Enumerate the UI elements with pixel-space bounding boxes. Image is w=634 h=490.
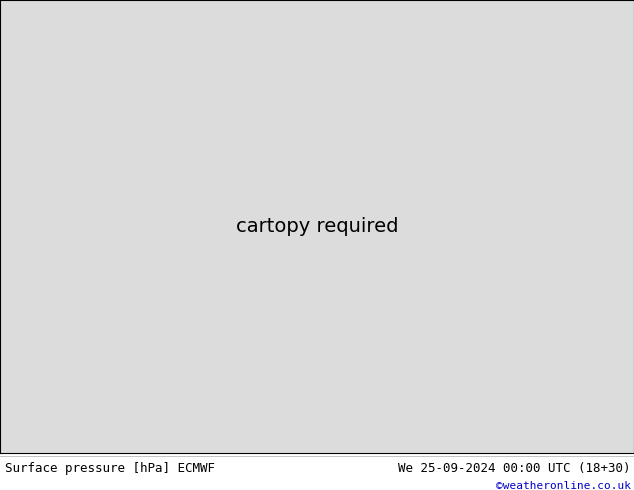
Text: Surface pressure [hPa] ECMWF: Surface pressure [hPa] ECMWF [5, 462, 215, 475]
Text: ©weatheronline.co.uk: ©weatheronline.co.uk [496, 481, 631, 490]
Text: cartopy required: cartopy required [236, 217, 398, 236]
Text: We 25-09-2024 00:00 UTC (18+30): We 25-09-2024 00:00 UTC (18+30) [398, 462, 631, 475]
